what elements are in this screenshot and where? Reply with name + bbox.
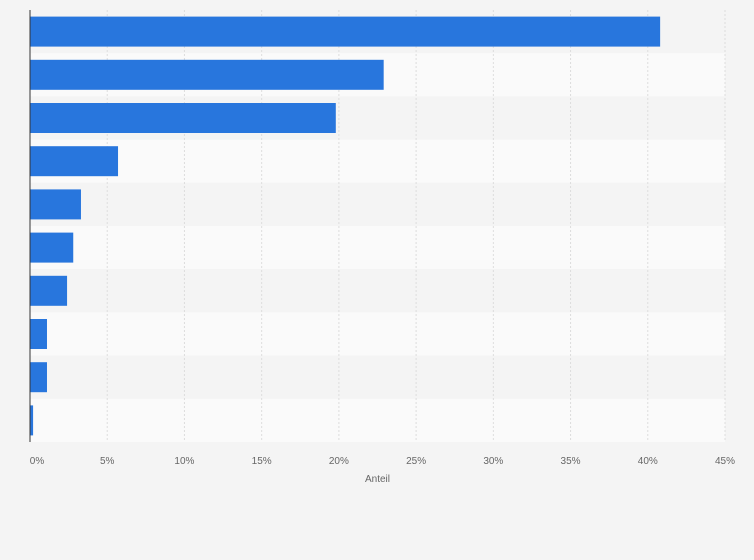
- bar[interactable]: [30, 275, 68, 306]
- row-stripe: [30, 269, 725, 313]
- row-stripe: [30, 226, 725, 270]
- x-tick-label: 25%: [406, 456, 426, 467]
- bar[interactable]: [30, 59, 384, 90]
- x-tick-label: 40%: [638, 456, 658, 467]
- x-axis-title: Anteil: [365, 474, 390, 485]
- bar[interactable]: [30, 103, 336, 133]
- row-stripe: [30, 355, 725, 399]
- bar[interactable]: [30, 189, 81, 220]
- row-stripe: [30, 312, 725, 356]
- x-tick-label: 0%: [30, 456, 45, 467]
- bar[interactable]: [30, 405, 34, 436]
- bar[interactable]: [30, 319, 47, 349]
- bar[interactable]: [30, 146, 119, 177]
- x-tick-label: 20%: [329, 456, 349, 467]
- x-tick-label: 30%: [483, 456, 503, 467]
- row-stripe: [30, 139, 725, 183]
- bar[interactable]: [30, 362, 47, 393]
- x-tick-label: 5%: [100, 456, 115, 467]
- bars: [30, 16, 661, 436]
- x-tick-label: 45%: [715, 456, 735, 467]
- bar[interactable]: [30, 232, 74, 263]
- x-tick-label: 10%: [174, 456, 194, 467]
- row-stripe: [30, 398, 725, 442]
- x-tick-label: 35%: [561, 456, 581, 467]
- row-stripes: [30, 10, 725, 442]
- x-tick-labels: 0% 5% 10% 15% 20% 25% 30% 35% 40% 45%: [30, 456, 735, 467]
- row-stripe: [30, 182, 725, 226]
- bar[interactable]: [30, 16, 661, 47]
- x-tick-label: 15%: [252, 456, 272, 467]
